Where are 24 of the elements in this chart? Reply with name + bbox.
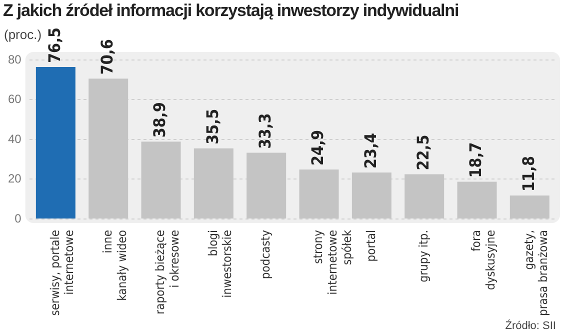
x-tick-label: portal [364, 230, 378, 262]
bar [36, 66, 76, 218]
x-tick-label: serwisy, portale internetowe [48, 230, 76, 316]
y-axis-title: (proc.) [4, 27, 42, 42]
data-label: 23,4 [360, 132, 380, 168]
data-label: 22,5 [413, 134, 432, 170]
y-tick-label: 20 [8, 172, 22, 186]
chart-title: Z jakich źródeł informacji korzystają inwestorzy indywidualni [3, 1, 459, 21]
x-tick-label: grupy itp. [416, 230, 430, 282]
x-tick-label: podcasty [258, 229, 272, 280]
data-label: 11,8 [518, 156, 538, 192]
x-tick-label: strony internetowe spółek [311, 229, 354, 295]
data-label: 33,3 [255, 113, 274, 149]
data-label: 38,9 [150, 102, 170, 138]
data-label: 70,6 [98, 39, 116, 75]
data-label: 18,7 [466, 142, 486, 178]
y-tick-label: 40 [8, 132, 22, 146]
data-label: 24,9 [308, 130, 328, 166]
data-label: 35,5 [202, 108, 222, 144]
y-tick-label: 0 [14, 211, 22, 226]
y-tick-label: 80 [8, 52, 22, 66]
data-label: 76,5 [44, 27, 64, 63]
y-tick-label: 60 [8, 92, 22, 106]
text: Źródło: SII [505, 320, 556, 332]
